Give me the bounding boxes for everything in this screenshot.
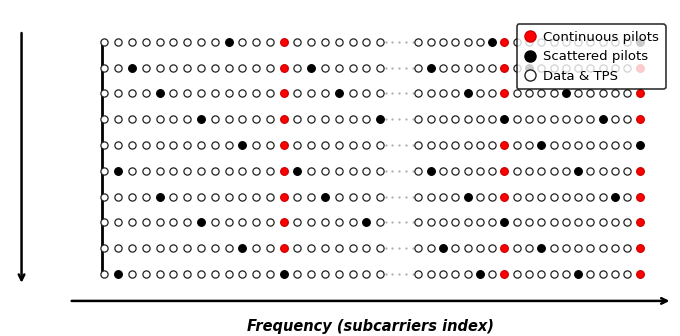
Legend: Continuous pilots, Scattered pilots, Data & TPS: Continuous pilots, Scattered pilots, Dat… [517, 24, 666, 89]
Text: Frequency (subcarriers index): Frequency (subcarriers index) [247, 319, 494, 334]
Text: Time (OFDM symbols): Time (OFDM symbols) [0, 76, 1, 240]
